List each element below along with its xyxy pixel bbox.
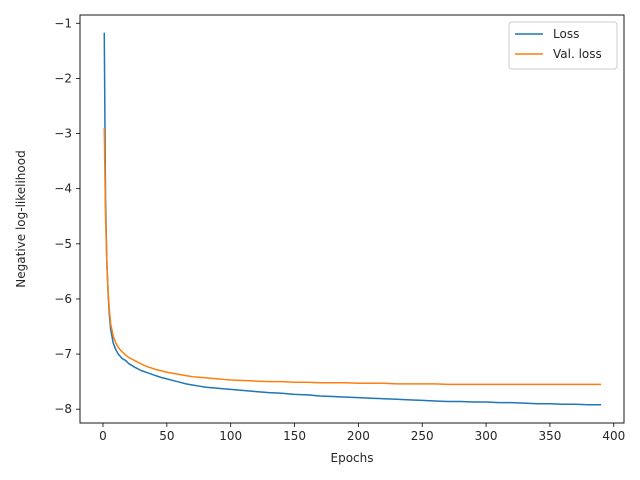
legend-label-loss: Loss xyxy=(553,27,579,41)
legend: Loss Val. loss xyxy=(508,21,618,70)
y-tick-label: −6 xyxy=(54,292,72,306)
y-axis-ticks: −1 −2 −3 −4 −5 −6 −7 −8 xyxy=(54,16,80,416)
x-tick-label: 350 xyxy=(538,429,561,443)
x-tick-label: 200 xyxy=(347,429,370,443)
y-tick-label: −1 xyxy=(54,16,72,30)
x-tick-label: 250 xyxy=(411,429,434,443)
plot-lines xyxy=(103,32,602,406)
legend-label-val-loss: Val. loss xyxy=(553,47,602,61)
y-tick-label: −4 xyxy=(54,182,72,196)
y-tick-label: −3 xyxy=(54,127,72,141)
y-tick-label: −8 xyxy=(54,402,72,416)
x-tick-label: 400 xyxy=(602,429,625,443)
x-axis-label: Epochs xyxy=(331,451,374,465)
y-tick-label: −5 xyxy=(54,237,72,251)
x-axis-ticks: 0 50 100 150 200 250 300 350 400 xyxy=(99,423,625,443)
x-tick-label: 150 xyxy=(283,429,306,443)
x-tick-label: 50 xyxy=(159,429,174,443)
y-axis-label: Negative log-likelihood xyxy=(14,150,28,287)
plot-frame xyxy=(79,14,625,424)
y-tick-label: −2 xyxy=(54,71,72,85)
x-tick-label: 0 xyxy=(99,429,107,443)
x-tick-label: 100 xyxy=(219,429,242,443)
series-line-loss xyxy=(103,32,602,406)
y-tick-label: −7 xyxy=(54,347,72,361)
series-line-val-loss xyxy=(103,128,602,386)
x-tick-label: 300 xyxy=(475,429,498,443)
